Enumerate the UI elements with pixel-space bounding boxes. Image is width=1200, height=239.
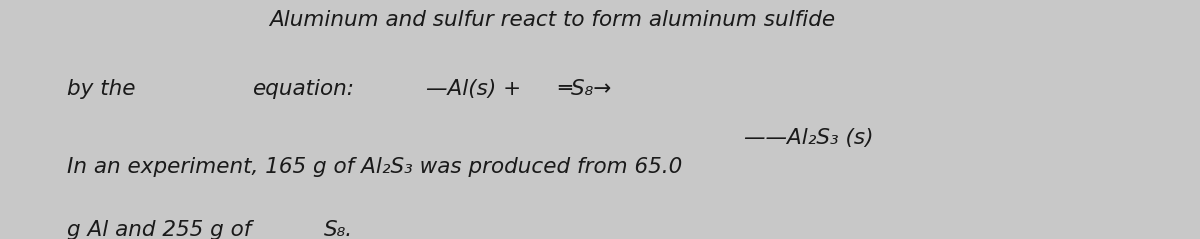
- Text: ═S₈→: ═S₈→: [558, 79, 611, 99]
- Text: —Al(s) +: —Al(s) +: [426, 79, 521, 99]
- Text: In an experiment, 165 g of Al₂S₃ was produced from 65.0: In an experiment, 165 g of Al₂S₃ was pro…: [67, 157, 682, 177]
- Text: S₈.: S₈.: [324, 220, 354, 239]
- Text: ——Al₂S₃ (s): ——Al₂S₃ (s): [744, 128, 874, 148]
- Text: equation:: equation:: [252, 79, 354, 99]
- Text: Aluminum and sulfur react to form aluminum sulfide: Aluminum and sulfur react to form alumin…: [269, 11, 835, 30]
- Text: by the: by the: [67, 79, 136, 99]
- Text: g Al and 255 g of: g Al and 255 g of: [67, 220, 251, 239]
